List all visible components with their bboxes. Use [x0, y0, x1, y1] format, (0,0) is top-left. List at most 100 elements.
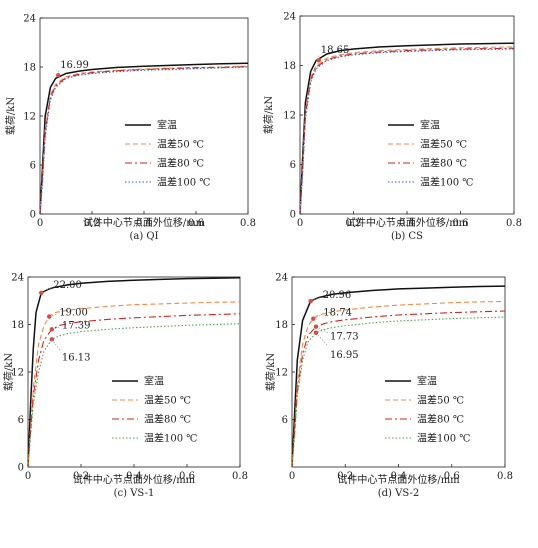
annotation-label: 17.73	[330, 332, 359, 343]
plot-frame	[39, 17, 249, 215]
x-tick-label: 0.6	[453, 218, 469, 229]
annotation-marker	[313, 324, 319, 329]
series-line-4	[27, 323, 241, 468]
x-tick-label: 0.2	[337, 471, 353, 482]
series-line-1	[39, 62, 249, 215]
series-line-3	[27, 313, 241, 468]
x-tick-label: 0.8	[497, 471, 513, 482]
legend-label: 温差100 ℃	[157, 176, 210, 189]
legend-label: 室温	[417, 375, 437, 388]
series-line-4	[39, 66, 249, 215]
annotation-leader	[315, 332, 329, 347]
annotation-leader	[315, 326, 329, 333]
y-axis-label: 载荷/kN	[3, 353, 15, 391]
panel-caption: (c) VS-1	[114, 488, 155, 499]
series-line-2	[299, 46, 515, 215]
series-line-3	[39, 66, 249, 215]
series-line-1	[27, 277, 241, 468]
x-tick-label: 0.6	[444, 471, 460, 482]
annotation-label: 16.99	[60, 60, 89, 71]
legend-label: 温差50 ℃	[417, 394, 464, 407]
series-line-3	[291, 310, 506, 468]
legend-label: 温差80 ℃	[417, 413, 464, 426]
x-tick-label: 0	[289, 471, 295, 482]
annotation-label: 16.13	[62, 352, 91, 363]
annotation-leader	[313, 314, 322, 319]
legend-label: 温差100 ℃	[420, 176, 473, 189]
x-tick-label: 0.4	[399, 218, 415, 229]
x-tick-label: 0.4	[391, 471, 407, 482]
y-axis-label: 载荷/kN	[265, 353, 277, 391]
x-tick-label: 0.8	[506, 218, 522, 229]
x-axis-label: 试件中心节点面外位移/mm	[346, 216, 469, 229]
x-tick-label: 0.2	[73, 471, 89, 482]
annotation-label: 18.65	[321, 45, 350, 56]
annotation-label: 19.00	[59, 308, 88, 319]
x-axis-label: 试件中心节点面外位移/mm	[83, 216, 206, 229]
series-line-1	[299, 42, 515, 215]
legend-label: 温差80 ℃	[157, 157, 204, 170]
annotation-leader	[51, 339, 61, 351]
annotation-label: 17.39	[62, 320, 91, 331]
plot-frame	[291, 276, 506, 468]
annotation-label: 16.95	[330, 350, 359, 361]
series-line-1	[291, 285, 506, 468]
y-tick-label: 12	[11, 368, 24, 379]
x-tick-label: 0.2	[84, 218, 100, 229]
y-axis-label: 载荷/kN	[5, 97, 17, 135]
legend-label: 温差50 ℃	[144, 394, 191, 407]
y-tick-label: 24	[23, 14, 36, 25]
y-tick-label: 6	[282, 415, 288, 426]
panel-caption: (a) QI	[129, 231, 158, 242]
y-tick-label: 12	[283, 111, 296, 122]
x-tick-label: 0.6	[179, 471, 195, 482]
chart-panel-3: 0 0.2 0.4 0.6 0.8 0 6 12 18 24 试件中心节点面外位移/mm 载荷/kN (…	[3, 273, 248, 500]
annotation-label: 22.00	[53, 280, 82, 291]
annotation-label: 18.74	[323, 308, 352, 319]
legend-label: 温差50 ℃	[157, 138, 204, 151]
x-tick-label: 0.4	[126, 471, 142, 482]
x-tick-label: 0	[37, 218, 43, 229]
chart-panel-1: 0 0.2 0.4 0.6 0.8 0 6 12 18 24 试件中心节点面外位移/mm 载荷/kN (…	[5, 14, 256, 243]
series-line-2	[27, 301, 241, 468]
x-tick-label: 0.8	[240, 218, 256, 229]
annotation-marker	[313, 330, 319, 336]
series-line-4	[291, 316, 506, 468]
y-tick-label: 24	[11, 273, 24, 284]
annotation-leader	[51, 326, 60, 330]
legend-label: 室温	[420, 119, 440, 132]
y-tick-label: 6	[18, 415, 24, 426]
y-tick-label: 18	[11, 320, 24, 331]
legend-label: 温差100 ℃	[417, 432, 470, 445]
y-tick-label: 24	[283, 12, 296, 23]
chart-panel-4: 0 0.2 0.4 0.6 0.8 6 12 18 24 试件中心节点面外位移/mm 载荷/kN (d…	[265, 273, 513, 500]
x-tick-label: 0.8	[232, 471, 248, 482]
y-tick-label: 0	[290, 210, 296, 221]
legend-label: 室温	[157, 119, 177, 132]
x-axis-label: 试件中心节点面外位移/mm	[73, 473, 196, 486]
legend-label: 温差50 ℃	[420, 138, 467, 151]
x-tick-label: 0.4	[136, 218, 152, 229]
chart-panel-2: 0 0.2 0.4 0.6 0.8 0 6 12 18 24 试件中心节点面外位移/mm 载荷/kN (…	[263, 12, 522, 243]
x-axis-label: 试件中心节点面外位移/mm	[337, 473, 460, 486]
panel-caption: (b) CS	[391, 231, 423, 242]
annotation-label: 20.96	[323, 290, 352, 301]
series-line-3	[299, 47, 515, 215]
series-line-2	[291, 300, 506, 468]
series-line-4	[299, 48, 515, 215]
legend-label: 温差100 ℃	[144, 432, 197, 445]
y-tick-label: 18	[283, 61, 296, 72]
y-tick-label: 12	[275, 368, 288, 379]
series-line-2	[39, 65, 249, 215]
y-tick-label: 24	[275, 273, 288, 284]
y-tick-label: 0	[30, 210, 36, 221]
y-tick-label: 18	[275, 320, 288, 331]
y-tick-label: 18	[23, 63, 36, 74]
annotation-marker	[49, 337, 55, 342]
y-tick-label: 12	[23, 112, 36, 123]
annotation-leader	[41, 287, 52, 294]
y-tick-label: 6	[30, 161, 36, 172]
legend-label: 室温	[144, 375, 164, 388]
